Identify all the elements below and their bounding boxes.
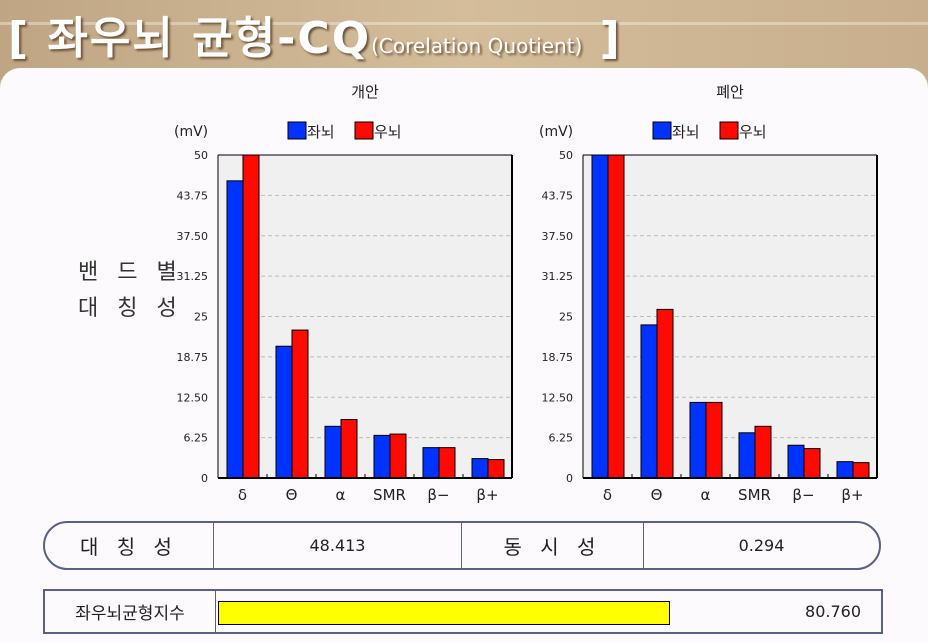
bar-left bbox=[689, 401, 707, 479]
x-tick-label: Θ bbox=[651, 486, 663, 504]
banner-stripe bbox=[0, 22, 928, 25]
y-tick-label: 25 bbox=[194, 311, 208, 324]
y-tick-label: 31.25 bbox=[177, 270, 209, 283]
x-tick-label: SMR bbox=[738, 486, 771, 504]
legend-label-1: 우뇌 bbox=[374, 123, 402, 141]
page-title: [ 좌우뇌 균형-CQ(Corelation Quotient) ] bbox=[8, 2, 622, 66]
bar-left bbox=[836, 461, 854, 479]
bar-right bbox=[242, 154, 260, 479]
header-banner: [ 좌우뇌 균형-CQ(Corelation Quotient) ] bbox=[0, 0, 928, 80]
y-tick-label: 0 bbox=[201, 472, 208, 485]
bar-left bbox=[422, 447, 440, 479]
legend-label-0: 좌뇌 bbox=[672, 123, 700, 141]
legend-label-1: 우뇌 bbox=[739, 123, 767, 141]
bar-right bbox=[852, 462, 870, 479]
x-tick-label: α bbox=[336, 486, 346, 504]
balance-index-bar-track: 80.760 bbox=[216, 591, 881, 632]
bar-left bbox=[226, 180, 244, 479]
side-label-line1: 밴 드 별 bbox=[78, 260, 183, 285]
y-tick-label: 25 bbox=[559, 311, 573, 324]
y-tick-label: 18.75 bbox=[542, 351, 574, 364]
bar-right bbox=[487, 459, 505, 479]
charts-area: 개안 (mV) 좌뇌 우뇌 0 6.25 12.50 18.75 25 31.25 37.50 43.… bbox=[174, 83, 878, 504]
title-sub: (Corelation Quotient) bbox=[371, 34, 583, 58]
y-tick-label: 6.25 bbox=[184, 432, 209, 445]
chart-title: 개안 bbox=[351, 83, 379, 101]
legend-swatch-1 bbox=[719, 121, 739, 140]
bar-left bbox=[738, 432, 756, 479]
legend-swatch-0 bbox=[652, 121, 672, 140]
y-tick-label: 31.25 bbox=[542, 270, 574, 283]
bar-right bbox=[656, 308, 674, 479]
plot-area bbox=[218, 155, 512, 478]
chart-title: 폐안 bbox=[716, 83, 744, 101]
symmetry-label: 대 칭 성 bbox=[45, 523, 214, 568]
bar-left bbox=[373, 434, 391, 479]
summary-row: 대 칭 성 48.413 동 시 성 0.294 bbox=[43, 521, 881, 570]
bar-right bbox=[705, 401, 723, 479]
y-tick-label: 50 bbox=[194, 149, 208, 162]
sync-label: 동 시 성 bbox=[462, 523, 644, 568]
balance-index-bar bbox=[218, 601, 671, 625]
y-tick-label: 37.50 bbox=[177, 230, 209, 243]
bar-left bbox=[324, 425, 342, 479]
y-tick-label: 12.50 bbox=[177, 391, 209, 404]
bar-right bbox=[803, 448, 821, 479]
symmetry-value: 48.413 bbox=[214, 523, 462, 568]
bar-right bbox=[340, 419, 358, 479]
x-tick-label: β− bbox=[792, 486, 814, 504]
bar-right bbox=[389, 433, 407, 479]
plot-area bbox=[583, 155, 877, 478]
bar-right bbox=[438, 447, 456, 479]
y-tick-label: 50 bbox=[559, 149, 573, 162]
y-unit-label: (mV) bbox=[174, 124, 208, 140]
band-symmetry-label: 밴 드 별 대 칭 성 bbox=[78, 255, 183, 327]
y-tick-label: 43.75 bbox=[177, 189, 209, 202]
y-tick-label: 6.25 bbox=[549, 432, 574, 445]
title-main: [ 좌우뇌 균형-CQ bbox=[8, 13, 372, 64]
x-tick-label: β+ bbox=[476, 486, 498, 504]
legend-swatch-0 bbox=[287, 121, 307, 140]
y-unit-label: (mV) bbox=[539, 124, 573, 140]
bar-right bbox=[607, 154, 625, 479]
x-tick-label: β+ bbox=[841, 486, 863, 504]
balance-index-row: 좌우뇌균형지수 80.760 bbox=[43, 589, 883, 634]
side-label-line2: 대 칭 성 bbox=[78, 296, 183, 321]
x-tick-label: SMR bbox=[373, 486, 406, 504]
bar-left bbox=[640, 324, 658, 479]
legend-swatch-1 bbox=[354, 121, 374, 140]
chart-0: 개안 (mV) 좌뇌 우뇌 0 6.25 12.50 18.75 25 31.25 37.50 43.… bbox=[174, 83, 513, 504]
y-tick-label: 12.50 bbox=[542, 391, 574, 404]
x-tick-label: α bbox=[701, 486, 711, 504]
bar-left bbox=[275, 345, 293, 479]
legend-label-0: 좌뇌 bbox=[307, 123, 335, 141]
x-tick-label: δ bbox=[603, 486, 612, 504]
balance-index-label: 좌우뇌균형지수 bbox=[45, 591, 216, 632]
bar-left bbox=[591, 154, 609, 479]
y-tick-label: 18.75 bbox=[177, 351, 209, 364]
y-tick-label: 43.75 bbox=[542, 189, 574, 202]
bar-right bbox=[291, 329, 309, 479]
x-tick-label: Θ bbox=[286, 486, 298, 504]
bar-left bbox=[787, 444, 805, 479]
y-tick-label: 0 bbox=[566, 472, 573, 485]
sync-value: 0.294 bbox=[738, 536, 785, 555]
chart-1: 폐안 (mV) 좌뇌 우뇌 0 6.25 12.50 18.75 25 31.25 37.50 43.… bbox=[539, 83, 878, 504]
bar-left bbox=[471, 458, 489, 479]
x-tick-label: β− bbox=[427, 486, 449, 504]
x-tick-label: δ bbox=[238, 486, 247, 504]
y-tick-label: 37.50 bbox=[542, 230, 574, 243]
balance-index-value: 80.760 bbox=[805, 602, 861, 621]
bar-right bbox=[754, 425, 772, 479]
title-end: ] bbox=[582, 13, 622, 64]
